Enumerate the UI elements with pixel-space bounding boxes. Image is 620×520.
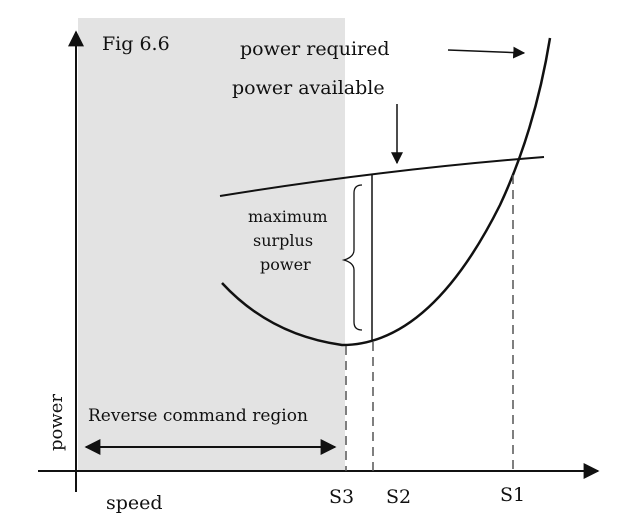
max-surplus-label-2: surplus xyxy=(253,231,313,250)
power-required-label: power required xyxy=(240,38,390,60)
figure-label: Fig 6.6 xyxy=(102,33,170,55)
s2-marker: S2 xyxy=(386,486,411,508)
x-axis-label: speed xyxy=(106,492,163,514)
y-axis-label: power xyxy=(46,394,67,451)
s3-marker: S3 xyxy=(329,486,354,508)
power-required-arrow xyxy=(447,46,526,59)
reverse-command-region-shading xyxy=(78,18,345,472)
max-surplus-label-3: power xyxy=(260,255,311,274)
power-available-label: power available xyxy=(232,77,385,99)
surplus-brace xyxy=(341,184,363,331)
power-required-curve xyxy=(221,37,552,347)
s1-marker: S1 xyxy=(500,484,525,506)
reverse-command-label: Reverse command region xyxy=(88,406,308,426)
power-available-curve xyxy=(219,156,545,197)
max-surplus-label-1: maximum xyxy=(248,207,328,226)
